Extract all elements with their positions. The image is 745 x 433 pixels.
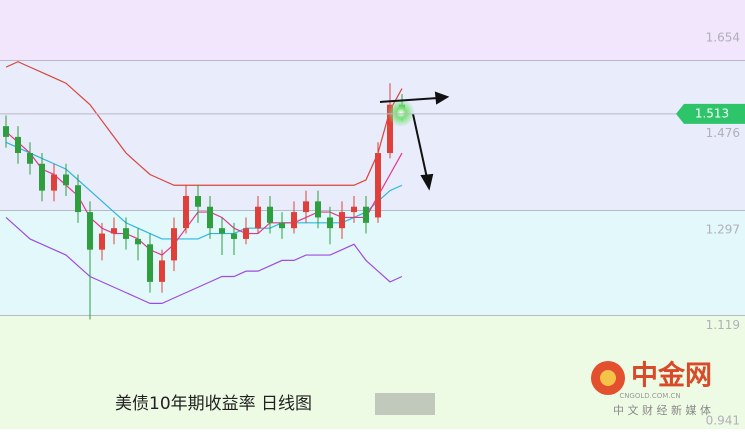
last-value-tag xyxy=(676,103,745,124)
watermark: 中金网 xyxy=(631,360,712,392)
candle-body xyxy=(363,206,369,223)
candle-body xyxy=(123,228,129,239)
y-tick-label: 1.476 xyxy=(706,126,740,140)
candle-body xyxy=(99,233,105,250)
candle-body xyxy=(39,163,45,191)
indicator-line xyxy=(5,131,403,256)
last-value-label: 1.513 xyxy=(695,106,729,120)
watermark-slogan: 中 文 财 经 新 媒 体 xyxy=(613,403,711,417)
candle-body xyxy=(195,195,201,207)
candle-body xyxy=(27,153,33,164)
watermark-url: CNGOLD.COM.CN xyxy=(619,392,680,400)
band xyxy=(0,210,745,315)
chart-title: 美债10年期收益率 日线图 xyxy=(115,394,312,414)
logo xyxy=(600,370,616,386)
candle-body xyxy=(219,228,225,234)
blur-box xyxy=(375,393,435,415)
candle-body xyxy=(207,206,213,229)
candle-body xyxy=(387,104,393,154)
candle-body xyxy=(267,206,273,223)
indicator-line xyxy=(5,61,403,186)
y-tick-label: 1.654 xyxy=(706,31,740,45)
candle-body xyxy=(279,222,285,229)
band-borders xyxy=(0,60,745,316)
band xyxy=(0,60,745,210)
indicator-line xyxy=(5,217,403,304)
candle-body xyxy=(231,233,237,239)
candle-body xyxy=(3,126,9,137)
candle-body xyxy=(147,244,153,282)
candle-body xyxy=(171,228,177,261)
candle-body xyxy=(291,212,297,229)
candle-body xyxy=(183,195,189,229)
glow xyxy=(387,99,415,127)
y-tick-label: 1.119 xyxy=(706,318,740,332)
candle-body xyxy=(375,153,381,218)
plot xyxy=(3,61,405,320)
candle-body xyxy=(111,228,117,234)
arrows xyxy=(379,91,450,191)
candle-body xyxy=(51,174,57,191)
candle-body xyxy=(351,206,357,213)
candle-body xyxy=(75,185,81,213)
candle-body xyxy=(339,212,345,229)
band xyxy=(0,0,745,60)
candle-body xyxy=(159,260,165,282)
candle-body xyxy=(315,201,321,218)
candle-body xyxy=(135,238,141,245)
candle-body xyxy=(15,136,21,154)
candle-body xyxy=(63,174,69,186)
indicator-line xyxy=(5,141,403,240)
candle-body xyxy=(87,212,93,250)
candle-body xyxy=(327,217,333,229)
candle-body xyxy=(243,228,249,239)
candle-body xyxy=(255,206,261,229)
y-tick-label: 1.297 xyxy=(706,222,740,236)
y-tick-label: 0.941 xyxy=(706,413,740,427)
candle-body xyxy=(303,201,309,213)
